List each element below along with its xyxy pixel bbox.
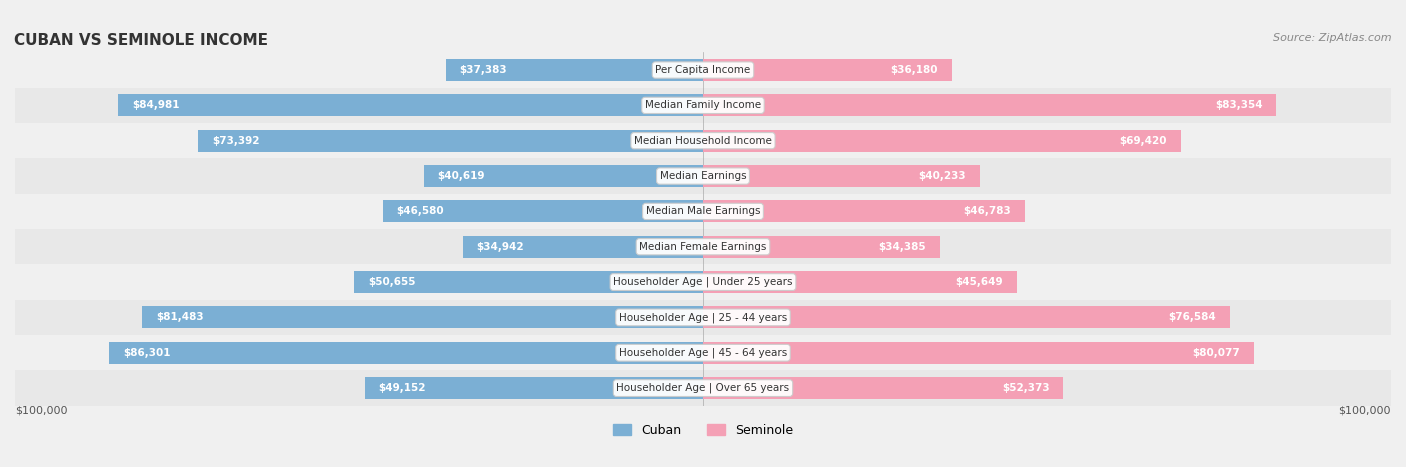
Bar xyxy=(142,306,703,328)
Bar xyxy=(364,377,703,399)
Legend: Cuban, Seminole: Cuban, Seminole xyxy=(607,419,799,442)
Text: $81,483: $81,483 xyxy=(156,312,204,322)
Text: $40,619: $40,619 xyxy=(437,171,485,181)
FancyBboxPatch shape xyxy=(15,300,1391,335)
Bar xyxy=(423,165,703,187)
Text: Median Earnings: Median Earnings xyxy=(659,171,747,181)
Text: Median Family Income: Median Family Income xyxy=(645,100,761,110)
Bar xyxy=(463,236,703,258)
Bar xyxy=(703,130,1181,152)
Bar xyxy=(703,165,980,187)
Text: CUBAN VS SEMINOLE INCOME: CUBAN VS SEMINOLE INCOME xyxy=(14,33,269,48)
Bar xyxy=(354,271,703,293)
Text: Householder Age | Under 25 years: Householder Age | Under 25 years xyxy=(613,277,793,287)
Text: $86,301: $86,301 xyxy=(122,348,170,358)
Text: $100,000: $100,000 xyxy=(1339,406,1391,416)
Bar xyxy=(446,59,703,81)
Bar xyxy=(703,342,1254,364)
Text: Source: ZipAtlas.com: Source: ZipAtlas.com xyxy=(1274,33,1392,42)
Bar xyxy=(703,377,1063,399)
FancyBboxPatch shape xyxy=(15,194,1391,229)
FancyBboxPatch shape xyxy=(15,158,1391,194)
Text: $69,420: $69,420 xyxy=(1119,136,1167,146)
Bar xyxy=(703,271,1017,293)
FancyBboxPatch shape xyxy=(15,370,1391,406)
Text: $34,942: $34,942 xyxy=(477,242,524,252)
Bar xyxy=(110,342,703,364)
Text: Median Male Earnings: Median Male Earnings xyxy=(645,206,761,216)
Text: $100,000: $100,000 xyxy=(15,406,67,416)
Bar xyxy=(118,94,703,116)
Text: $46,783: $46,783 xyxy=(963,206,1011,216)
Text: $76,584: $76,584 xyxy=(1168,312,1216,322)
Text: $34,385: $34,385 xyxy=(879,242,925,252)
Text: Householder Age | 25 - 44 years: Householder Age | 25 - 44 years xyxy=(619,312,787,323)
Text: $83,354: $83,354 xyxy=(1215,100,1263,110)
FancyBboxPatch shape xyxy=(15,88,1391,123)
Text: $80,077: $80,077 xyxy=(1192,348,1240,358)
Text: $46,580: $46,580 xyxy=(396,206,444,216)
Text: $40,233: $40,233 xyxy=(918,171,966,181)
Text: Median Household Income: Median Household Income xyxy=(634,136,772,146)
Bar xyxy=(703,306,1230,328)
Text: Householder Age | Over 65 years: Householder Age | Over 65 years xyxy=(616,383,790,393)
FancyBboxPatch shape xyxy=(15,264,1391,300)
Text: $37,383: $37,383 xyxy=(460,65,508,75)
Bar xyxy=(703,236,939,258)
FancyBboxPatch shape xyxy=(15,123,1391,158)
Bar xyxy=(703,59,952,81)
Bar xyxy=(703,200,1025,222)
Text: $84,981: $84,981 xyxy=(132,100,180,110)
Text: Median Female Earnings: Median Female Earnings xyxy=(640,242,766,252)
Text: $36,180: $36,180 xyxy=(890,65,938,75)
Text: Householder Age | 45 - 64 years: Householder Age | 45 - 64 years xyxy=(619,347,787,358)
Bar xyxy=(198,130,703,152)
FancyBboxPatch shape xyxy=(15,229,1391,264)
Text: $52,373: $52,373 xyxy=(1002,383,1049,393)
FancyBboxPatch shape xyxy=(15,335,1391,370)
Text: $73,392: $73,392 xyxy=(212,136,259,146)
Text: $45,649: $45,649 xyxy=(956,277,1004,287)
Bar xyxy=(382,200,703,222)
FancyBboxPatch shape xyxy=(15,52,1391,88)
Bar xyxy=(703,94,1277,116)
Text: $50,655: $50,655 xyxy=(368,277,416,287)
Text: $49,152: $49,152 xyxy=(378,383,426,393)
Text: Per Capita Income: Per Capita Income xyxy=(655,65,751,75)
